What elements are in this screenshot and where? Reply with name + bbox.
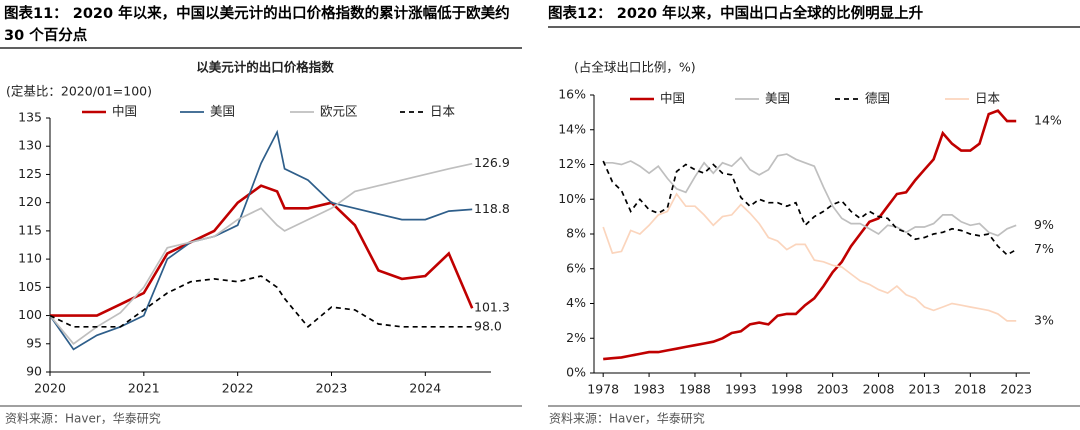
x-tick-label: 2008	[863, 382, 895, 397]
x-tick-label: 2023	[1000, 382, 1032, 397]
x-tick-label: 1993	[725, 382, 757, 397]
x-tick-label: 2013	[909, 382, 941, 397]
source: 资料来源：Haver，华泰研究	[5, 411, 161, 426]
legend-label: 美国	[765, 91, 790, 106]
y-tick-label: 6%	[566, 260, 586, 275]
legend-label: 日本	[430, 104, 456, 119]
y-tick-label: 100	[18, 307, 42, 322]
legend-label: 德国	[865, 91, 890, 106]
y-tick-label: 14%	[558, 121, 586, 136]
series-line	[49, 275, 473, 329]
x-tick-label: 2023	[316, 381, 348, 396]
y-tick-label: 4%	[566, 295, 586, 310]
x-tick-label: 2020	[34, 381, 66, 396]
y-tick-label: 120	[18, 194, 42, 209]
x-tick-label: 2018	[954, 382, 986, 397]
y-tick-label: 16%	[558, 87, 586, 102]
x-tick-label: 2003	[817, 382, 849, 397]
y-tick-label: 135	[18, 110, 42, 125]
end-label: 98.0	[474, 318, 502, 333]
y-axis-label: (定基比：2020/01=100)	[6, 84, 152, 99]
y-tick-label: 110	[18, 251, 42, 266]
series-line	[50, 184, 474, 317]
end-label: 14%	[1034, 113, 1062, 128]
y-axis-label: (占全球出口比例，%)	[574, 60, 696, 75]
chart-subtitle: 以美元计的出口价格指数	[196, 60, 334, 75]
y-tick-label: 105	[18, 279, 42, 294]
legend-label: 日本	[975, 91, 1001, 106]
end-label: 3%	[1034, 312, 1054, 327]
legend-label: 欧元区	[320, 104, 358, 119]
series-line	[49, 162, 473, 345]
series-line	[602, 160, 1017, 256]
y-tick-label: 2%	[566, 330, 586, 345]
y-tick-label: 115	[18, 222, 42, 237]
end-label: 9%	[1034, 217, 1054, 232]
y-tick-label: 10%	[558, 191, 586, 206]
y-tick-label: 90	[26, 364, 42, 379]
series-line	[602, 192, 1017, 322]
y-tick-label: 12%	[558, 156, 586, 171]
x-tick-label: 1983	[633, 382, 665, 397]
source: 资料来源：Haver，华泰研究	[549, 411, 705, 426]
series-line	[49, 129, 473, 351]
y-tick-label: 130	[18, 138, 42, 153]
y-tick-label: 8%	[566, 226, 586, 241]
legend-label: 美国	[210, 104, 235, 119]
y-tick-label: 95	[26, 335, 42, 350]
end-label: 126.9	[474, 155, 510, 170]
series-line	[603, 109, 1017, 361]
x-tick-label: 2022	[222, 381, 254, 396]
legend-label: 中国	[660, 91, 685, 106]
end-label: 101.3	[474, 300, 510, 315]
y-tick-label: 0%	[566, 365, 586, 380]
figure-title: 图表11： 2020 年以来，中国以美元计的出口价格指数的累计涨幅低于欧美约 3…	[4, 6, 510, 44]
x-tick-label: 2024	[409, 381, 441, 396]
end-label: 7%	[1034, 241, 1054, 256]
figure-title: 图表12： 2020 年以来，中国出口占全球的比例明显上升	[548, 6, 924, 22]
end-label: 118.8	[474, 201, 510, 216]
x-tick-label: 2021	[128, 381, 160, 396]
x-tick-label: 1978	[587, 382, 619, 397]
legend-label: 中国	[112, 104, 137, 119]
y-tick-label: 125	[18, 166, 42, 181]
x-tick-label: 1988	[679, 382, 711, 397]
x-tick-label: 1998	[771, 382, 803, 397]
series-line	[603, 153, 1017, 237]
